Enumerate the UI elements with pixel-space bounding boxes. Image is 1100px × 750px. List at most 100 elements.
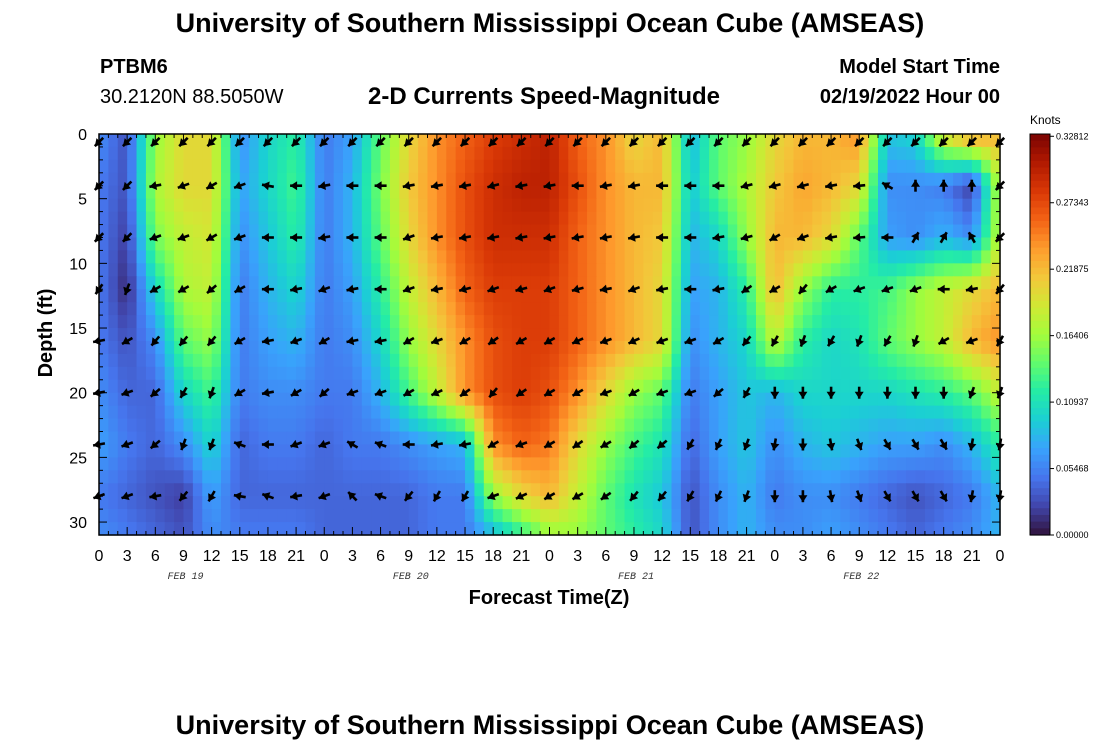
heatmap-cell — [577, 522, 588, 536]
heatmap-cell — [718, 134, 729, 148]
heatmap-cell — [699, 146, 710, 161]
heatmap-cell — [953, 353, 964, 368]
heatmap-cell — [399, 159, 410, 174]
heatmap-cell — [727, 289, 738, 303]
heatmap-cell — [962, 263, 973, 277]
heatmap-cell — [680, 340, 691, 355]
heatmap-cell — [296, 263, 307, 277]
current-vector — [289, 284, 303, 294]
heatmap-cell — [267, 198, 278, 213]
heatmap-cell — [343, 134, 354, 148]
heatmap-cell — [136, 315, 147, 329]
heatmap-cell — [577, 159, 588, 174]
heatmap-cell — [652, 289, 663, 303]
heatmap-cell — [436, 457, 447, 471]
heatmap-cell — [624, 379, 635, 394]
heatmap-cell — [887, 302, 898, 316]
heatmap-cell — [643, 509, 654, 523]
y-tick-label: 5 — [78, 192, 87, 209]
heatmap-cell — [343, 328, 354, 342]
heatmap-cell — [662, 379, 673, 394]
heatmap-cell — [258, 159, 269, 174]
heatmap-cell — [605, 392, 616, 407]
vector-head — [234, 232, 243, 242]
heatmap-cell — [831, 224, 842, 239]
x-tick-label: 6 — [376, 548, 385, 565]
heatmap-cell — [267, 418, 278, 433]
heatmap-cell — [164, 237, 175, 252]
heatmap-cell — [577, 457, 588, 471]
current-vector — [346, 284, 359, 294]
heatmap-cell — [596, 431, 607, 446]
heatmap-cell — [286, 146, 297, 161]
heatmap-cell — [896, 509, 907, 523]
heatmap-cell — [183, 457, 194, 471]
heatmap-cell — [239, 172, 250, 187]
heatmap-cell — [962, 340, 973, 355]
current-vector — [543, 388, 556, 397]
heatmap-cell — [577, 198, 588, 213]
heatmap-cell — [765, 263, 776, 277]
vector-head — [149, 232, 158, 242]
heatmap-cell — [558, 315, 569, 329]
heatmap-cell — [671, 276, 682, 290]
heatmap-cell — [568, 224, 579, 239]
heatmap-cell — [530, 224, 541, 239]
vector-head — [742, 442, 752, 451]
vector-head — [515, 491, 525, 500]
heatmap-cell — [343, 315, 354, 329]
heatmap-cell — [108, 302, 119, 316]
heatmap-cell — [99, 185, 109, 200]
heatmap-cell — [493, 379, 504, 394]
heatmap-cell — [887, 185, 898, 200]
heatmap-cell — [859, 224, 870, 239]
current-vector — [233, 284, 246, 294]
heatmap-cell — [709, 431, 720, 446]
heatmap-cell — [746, 340, 757, 355]
current-vector — [487, 336, 499, 346]
heatmap-cell — [812, 289, 823, 303]
heatmap-cell — [521, 172, 532, 187]
heatmap-cell — [408, 353, 419, 368]
heatmap-cell — [906, 172, 917, 187]
heatmap-cell — [474, 470, 485, 484]
heatmap-cell — [924, 134, 935, 148]
heatmap-cell — [953, 263, 964, 277]
heatmap-cell — [934, 276, 945, 290]
heatmap-cell — [502, 276, 513, 290]
heatmap-cell — [709, 392, 720, 407]
heatmap-cell — [981, 134, 992, 148]
heatmap-cell — [934, 146, 945, 161]
heatmap-cell — [774, 444, 785, 458]
heatmap-cell — [202, 289, 213, 303]
heatmap-cell — [483, 146, 494, 161]
heatmap-cell — [333, 366, 344, 381]
heatmap-cell — [605, 340, 616, 355]
heatmap-cell — [183, 353, 194, 368]
heatmap-cell — [145, 444, 156, 458]
heatmap-cell — [699, 302, 710, 316]
heatmap-cell — [652, 483, 663, 497]
vector-head — [234, 181, 243, 190]
heatmap-cell — [192, 392, 203, 407]
heatmap-cell — [145, 353, 156, 368]
heatmap-cell — [230, 392, 241, 407]
heatmap-cell — [493, 315, 504, 329]
heatmap-cell — [990, 224, 1001, 239]
heatmap-cell — [136, 431, 147, 446]
heatmap-cell — [108, 289, 119, 303]
heatmap-cell — [812, 353, 823, 368]
vector-head — [318, 439, 327, 449]
heatmap-cell — [652, 211, 663, 226]
heatmap-cell — [230, 237, 241, 252]
heatmap-cell — [605, 159, 616, 174]
heatmap-cell — [915, 457, 926, 471]
heatmap-cell — [361, 340, 372, 355]
heatmap-cell — [324, 328, 335, 342]
heatmap-cell — [465, 353, 476, 368]
heatmap-cell — [277, 340, 288, 355]
model-start-label: Model Start Time — [839, 56, 1000, 78]
y-tick-label: 10 — [69, 256, 87, 273]
heatmap-cell — [399, 146, 410, 161]
heatmap-cell — [530, 159, 541, 174]
